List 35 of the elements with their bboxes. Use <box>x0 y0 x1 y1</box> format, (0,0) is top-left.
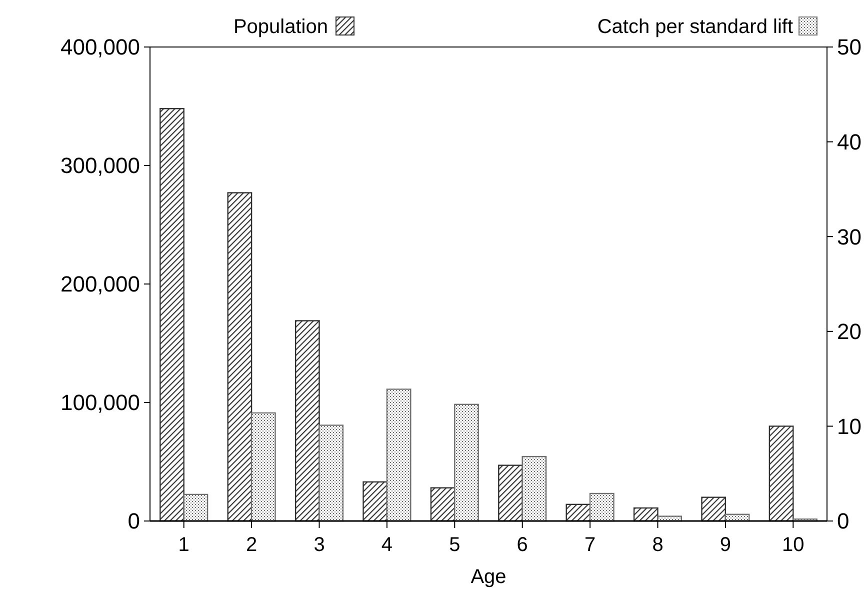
bar <box>701 496 726 522</box>
y2-tick-label: 20 <box>837 319 862 344</box>
bar <box>183 494 208 522</box>
x-tick-label: 10 <box>782 534 804 556</box>
y-tick-label: 200,000 <box>60 272 140 297</box>
y2-tick-label: 10 <box>837 414 862 439</box>
legend-label: Catch per standard lift <box>597 16 794 38</box>
y2-tick-label: 0 <box>837 508 850 534</box>
y2-tick-label: 30 <box>837 224 862 250</box>
bar <box>454 404 479 522</box>
bar <box>386 388 412 522</box>
bar <box>362 481 388 522</box>
y2-tick-label: 40 <box>837 130 862 154</box>
y-tick-label: 100,000 <box>60 390 140 416</box>
y-tick-label: 0 <box>128 508 140 534</box>
bar <box>768 426 794 522</box>
x-tick-label: 9 <box>720 534 732 556</box>
x-tick-label: 5 <box>449 534 460 556</box>
bar <box>294 320 320 522</box>
x-axis-title: Age <box>470 566 506 588</box>
y-tick-label: 300,000 <box>60 153 140 178</box>
y-tick-label: 400,000 <box>60 34 140 60</box>
x-tick-label: 3 <box>314 534 325 556</box>
x-tick-label: 7 <box>584 534 596 556</box>
x-tick-label: 6 <box>516 534 528 556</box>
x-tick-label: 2 <box>246 534 258 556</box>
bar <box>160 108 184 522</box>
legend-label: Population <box>233 16 328 38</box>
x-tick-label: 1 <box>178 534 190 556</box>
bar <box>227 192 252 522</box>
bar <box>430 487 456 522</box>
x-tick-label: 4 <box>381 534 393 556</box>
bar <box>633 507 658 522</box>
x-tick-label: 8 <box>652 534 664 556</box>
y2-tick-label: 50 <box>837 34 862 60</box>
